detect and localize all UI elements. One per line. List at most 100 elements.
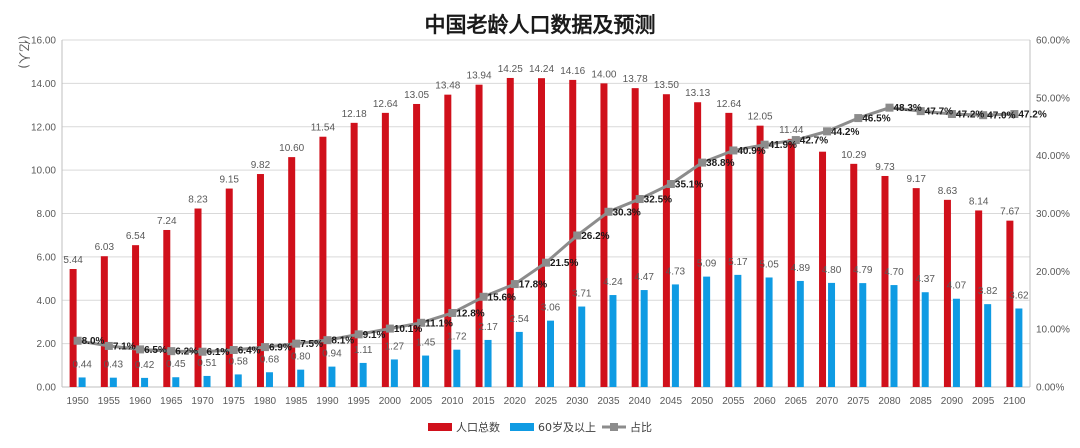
y-tick-label: 2.00 <box>37 339 57 350</box>
senior-label: 4.07 <box>947 281 967 292</box>
gridlines <box>62 39 1030 345</box>
x-tick-label: 2085 <box>910 396 933 407</box>
x-tick-label: 2015 <box>472 396 495 407</box>
ratio-marker <box>573 231 582 240</box>
senior-label: 0.43 <box>104 360 124 371</box>
ratio-marker <box>604 207 613 216</box>
bar-total <box>69 269 77 387</box>
data-labels: 5.44 0.44 6.03 0.43 6.54 0.42 7.24 0.45 8.23 0.51… <box>63 64 1046 371</box>
y2-tick-label: 50.00% <box>1036 93 1070 104</box>
bar-60plus <box>328 366 336 387</box>
ratio-marker <box>666 180 675 189</box>
ratio-label: 7.5% <box>300 339 323 350</box>
bar-60plus <box>78 377 86 387</box>
total-label: 12.18 <box>342 109 367 120</box>
ratio-label: 12.8% <box>456 308 484 319</box>
ratio-marker <box>760 140 769 149</box>
total-label: 9.17 <box>906 174 926 185</box>
total-label: 14.00 <box>591 69 616 80</box>
x-tick-label: 2090 <box>941 396 964 407</box>
legend-label: 60岁及以上 <box>538 420 596 434</box>
ratio-label: 6.9% <box>269 343 292 354</box>
ratio-label: 6.1% <box>207 347 230 358</box>
bar-60plus <box>703 276 711 387</box>
ratio-label: 47.2% <box>956 110 984 121</box>
ratio-marker <box>510 280 519 289</box>
ratio-marker <box>854 114 863 123</box>
total-label: 13.48 <box>435 81 460 92</box>
bar-total <box>350 122 358 387</box>
ratio-marker <box>417 318 426 327</box>
senior-label: 0.58 <box>229 356 249 367</box>
total-label: 5.44 <box>63 255 83 266</box>
ratio-marker <box>354 330 363 339</box>
bar-60plus <box>1015 308 1023 387</box>
ratio-label: 41.9% <box>769 140 797 151</box>
ratio-label: 11.1% <box>425 318 453 329</box>
senior-label: 4.80 <box>822 265 842 276</box>
legend-swatch <box>510 423 534 431</box>
senior-label: 2.17 <box>478 322 498 333</box>
ratio-marker <box>292 339 301 348</box>
x-tick-label: 2080 <box>878 396 901 407</box>
bar-total <box>725 112 733 388</box>
senior-label: 4.47 <box>634 272 654 283</box>
ratio-line <box>73 103 1019 356</box>
ratio-label: 7.1% <box>113 341 136 352</box>
ratio-label: 8.1% <box>331 336 354 347</box>
legend: 人口总数 60岁及以上 占比 <box>428 420 652 434</box>
x-tick-label: 2020 <box>504 396 527 407</box>
bar-60plus <box>109 377 117 387</box>
ratio-label: 21.5% <box>550 258 578 269</box>
x-tick-label: 2065 <box>785 396 808 407</box>
ratio-marker <box>385 324 394 333</box>
y-tick-label: 4.00 <box>37 296 57 307</box>
ratio-marker <box>979 111 988 120</box>
y-tick-label: 0.00 <box>37 383 57 394</box>
ratio-label: 47.7% <box>925 107 953 118</box>
ratio-label: 15.6% <box>488 292 516 303</box>
senior-label: 4.37 <box>915 274 935 285</box>
ratio-label: 38.8% <box>706 158 734 169</box>
senior-label: 1.72 <box>447 332 467 343</box>
y-tick-label: 16.00 <box>31 36 56 47</box>
ratio-marker <box>791 136 800 145</box>
bar-total <box>381 112 389 388</box>
bar-total <box>132 245 140 387</box>
ratio-marker <box>698 158 707 167</box>
total-label: 10.60 <box>279 143 304 154</box>
bar-total <box>569 79 577 387</box>
senior-label: 3.71 <box>572 289 592 300</box>
ratio-label: 47.0% <box>987 111 1015 122</box>
x-tick-label: 2025 <box>535 396 558 407</box>
total-label: 13.94 <box>467 71 492 82</box>
x-tick-label: 1975 <box>223 396 246 407</box>
bar-60plus <box>890 285 898 387</box>
bar-total <box>975 210 983 387</box>
bar-60plus <box>547 320 554 387</box>
x-tick-label: 1955 <box>98 396 121 407</box>
y-tick-label: 8.00 <box>37 209 57 220</box>
senior-label: 4.79 <box>853 265 873 276</box>
bar-60plus <box>141 377 149 387</box>
senior-label: 0.68 <box>260 354 280 365</box>
legend-label: 人口总数 <box>456 420 500 434</box>
bar-total <box>413 103 421 388</box>
x-tick-label: 2005 <box>410 396 433 407</box>
bar-60plus <box>984 304 992 387</box>
ratio-label: 10.1% <box>394 324 422 335</box>
senior-label: 1.45 <box>416 338 436 349</box>
ratio-label: 30.3% <box>612 207 640 218</box>
ratio-marker <box>947 110 956 119</box>
bar-60plus <box>234 374 242 387</box>
bar-total <box>506 77 514 387</box>
senior-label: 3.06 <box>541 303 561 314</box>
y-tick-label: 12.00 <box>31 122 56 133</box>
total-label: 7.67 <box>1000 207 1020 218</box>
x-tick-label: 1980 <box>254 396 277 407</box>
x-tick-label: 1995 <box>348 396 371 407</box>
bar-60plus <box>359 362 367 387</box>
bar-total <box>850 163 858 387</box>
total-label: 8.14 <box>969 196 989 207</box>
